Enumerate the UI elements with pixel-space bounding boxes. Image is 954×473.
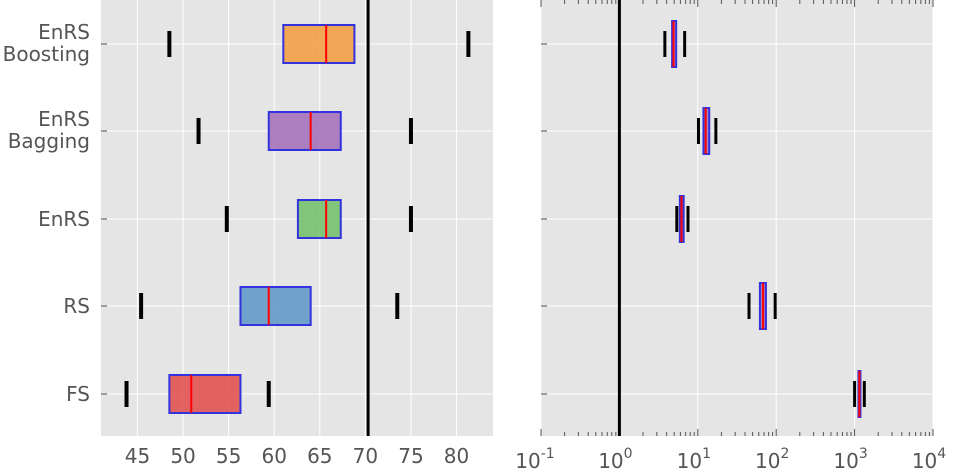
x-tick-label: 104 [912, 446, 946, 473]
x-tick-label: 45 [125, 444, 150, 468]
x-tick-label-base: 10 [515, 449, 540, 473]
category-label-enrs-boosting: Boosting [3, 42, 90, 66]
x-tick-label-base: 10 [833, 449, 858, 473]
box-fs [853, 370, 866, 418]
x-tick-label: 10-1 [515, 446, 554, 473]
x-tick-label: 80 [444, 444, 469, 468]
x-tick-label-exponent: 4 [937, 446, 946, 462]
x-tick-label-exponent: -1 [541, 446, 555, 462]
right-plot-area [541, 0, 933, 436]
box-enrs-bagging [696, 107, 718, 155]
x-tick-label: 60 [261, 444, 286, 468]
category-label-enrs-bagging: Bagging [8, 129, 90, 153]
x-tick-label: 103 [833, 446, 867, 473]
left-x-tick-labels: 45 50 55 60 65 70 75 80 [125, 444, 470, 468]
x-tick-label: 100 [598, 446, 632, 473]
category-label-enrs-bagging: EnRS [38, 107, 90, 131]
box-enrs [224, 199, 413, 239]
x-tick-label-exponent: 1 [702, 446, 711, 462]
x-tick-label-exponent: 2 [780, 446, 789, 462]
right-boxes [617, 0, 866, 436]
x-tick-label: 65 [307, 444, 332, 468]
x-tick-label: 70 [353, 444, 378, 468]
x-tick-label: 101 [677, 446, 711, 473]
box-iqr [239, 286, 312, 326]
x-tick-label: 55 [216, 444, 241, 468]
box-iqr [267, 111, 342, 151]
x-tick-label-base: 10 [598, 449, 623, 473]
x-tick-label-exponent: 0 [624, 446, 633, 462]
right-x-tick-labels: 10-1 100 101 102 103 104 [515, 446, 946, 473]
box-fs [124, 374, 271, 414]
x-tick-label-base: 10 [912, 449, 937, 473]
box-rs [139, 286, 400, 326]
box-iqr [282, 24, 356, 64]
box-enrs-boosting [663, 20, 687, 68]
box-enrs-bagging [196, 111, 413, 151]
x-tick-label: 102 [755, 446, 789, 473]
category-label-fs: FS [66, 382, 90, 406]
left-boxes [124, 0, 471, 436]
x-tick-label: 50 [170, 444, 195, 468]
category-label-enrs-boosting: EnRS [38, 20, 90, 44]
right-panel: 10-1 100 101 102 103 104 [515, 0, 946, 473]
x-tick-label-base: 10 [755, 449, 780, 473]
category-label-rs: RS [63, 294, 90, 318]
right-grid [540, 0, 934, 436]
x-tick-label-base: 10 [677, 449, 702, 473]
box-rs [747, 282, 777, 330]
x-tick-label-exponent: 3 [859, 446, 868, 462]
box-enrs-boosting [167, 24, 471, 64]
box-enrs [675, 195, 690, 243]
category-label-enrs: EnRS [38, 207, 90, 231]
x-tick-label: 75 [398, 444, 423, 468]
box-iqr [296, 199, 342, 239]
box-iqr [168, 374, 242, 414]
